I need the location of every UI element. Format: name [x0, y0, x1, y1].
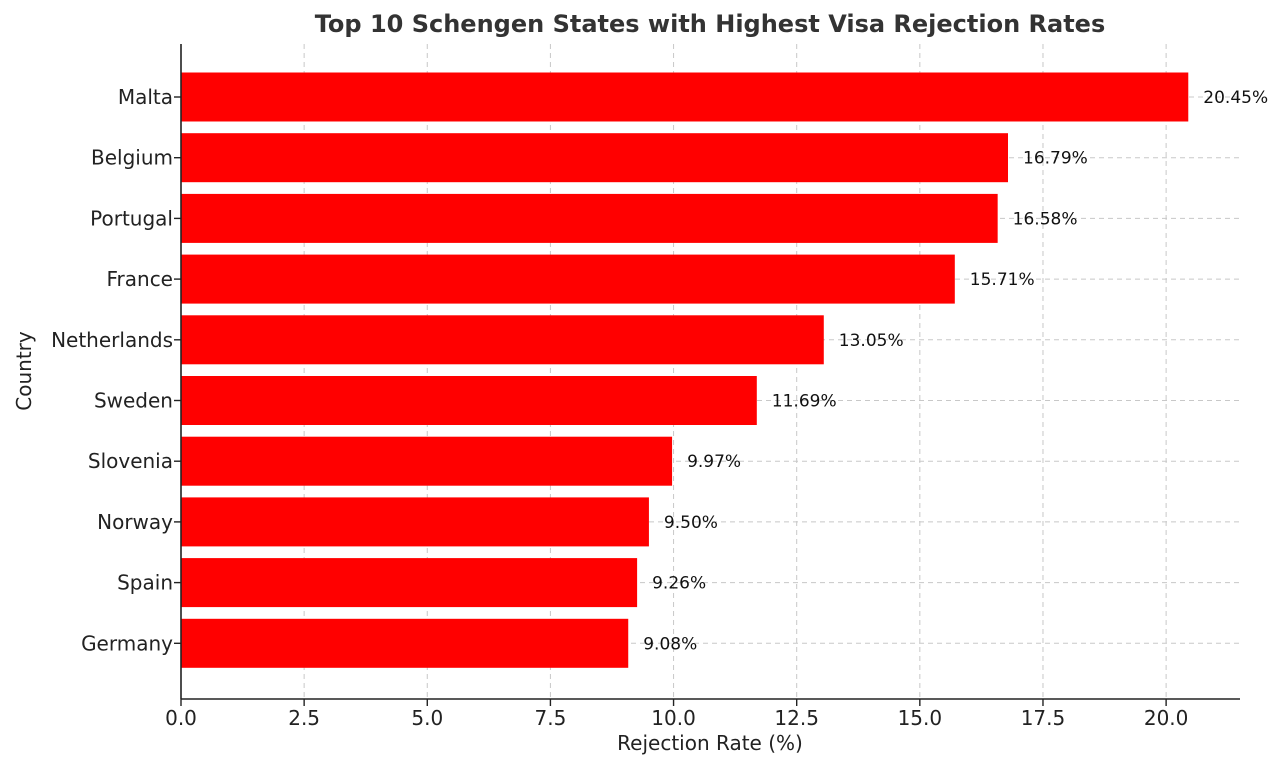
y-tick-label: Malta	[118, 85, 173, 109]
data-labels: 20.45% 16.79% 16.58% 15.71% 13.05% 11.69% 9.97…	[643, 88, 1268, 654]
bar-france	[181, 254, 955, 304]
y-tick-label: France	[106, 267, 173, 291]
bar-malta	[181, 72, 1189, 122]
data-label: 9.08%	[643, 634, 697, 654]
x-tick-label: 12.5	[774, 706, 819, 730]
bar-belgium	[181, 133, 1009, 183]
data-label: 15.71%	[970, 270, 1035, 290]
y-tick-label: Netherlands	[51, 328, 173, 352]
x-tick-label: 0.0	[165, 706, 197, 730]
y-axis-label: Country	[12, 331, 36, 411]
y-axis-ticks: Malta Belgium Portugal France Netherlands Swe…	[51, 85, 181, 655]
x-tick-label: 10.0	[651, 706, 696, 730]
x-axis-ticks: 0.0 2.5 5.0 7.5 10.0 12.5 15.0 17.5 20.0	[165, 699, 1188, 730]
data-label: 16.79%	[1023, 149, 1088, 169]
y-tick-label: Spain	[117, 571, 173, 595]
y-tick-label: Slovenia	[88, 449, 173, 473]
bar-germany	[181, 618, 629, 668]
y-tick-label: Germany	[81, 631, 173, 655]
data-label: 9.26%	[652, 574, 706, 594]
bar-norway	[181, 497, 649, 547]
bar-netherlands	[181, 315, 824, 365]
bar-sweden	[181, 376, 757, 425]
y-tick-label: Sweden	[94, 389, 173, 413]
x-tick-label: 17.5	[1021, 706, 1066, 730]
bar-spain	[181, 558, 638, 608]
x-tick-label: 5.0	[411, 706, 443, 730]
data-label: 16.58%	[1013, 209, 1078, 229]
data-label: 9.97%	[687, 452, 741, 472]
bar-slovenia	[181, 436, 673, 486]
data-label: 20.45%	[1203, 88, 1268, 108]
bar-portugal	[181, 193, 998, 243]
x-tick-label: 2.5	[288, 706, 320, 730]
y-tick-label: Belgium	[91, 146, 173, 170]
x-tick-label: 7.5	[535, 706, 567, 730]
data-label: 13.05%	[839, 331, 904, 351]
x-axis-label: Rejection Rate (%)	[617, 731, 803, 755]
data-label: 11.69%	[772, 392, 837, 412]
x-tick-label: 20.0	[1144, 706, 1189, 730]
data-label: 9.50%	[664, 513, 718, 533]
x-tick-label: 15.0	[898, 706, 943, 730]
bars	[181, 72, 1189, 668]
y-tick-label: Portugal	[90, 206, 173, 230]
chart-title: Top 10 Schengen States with Highest Visa…	[315, 10, 1106, 38]
y-tick-label: Norway	[97, 510, 173, 534]
